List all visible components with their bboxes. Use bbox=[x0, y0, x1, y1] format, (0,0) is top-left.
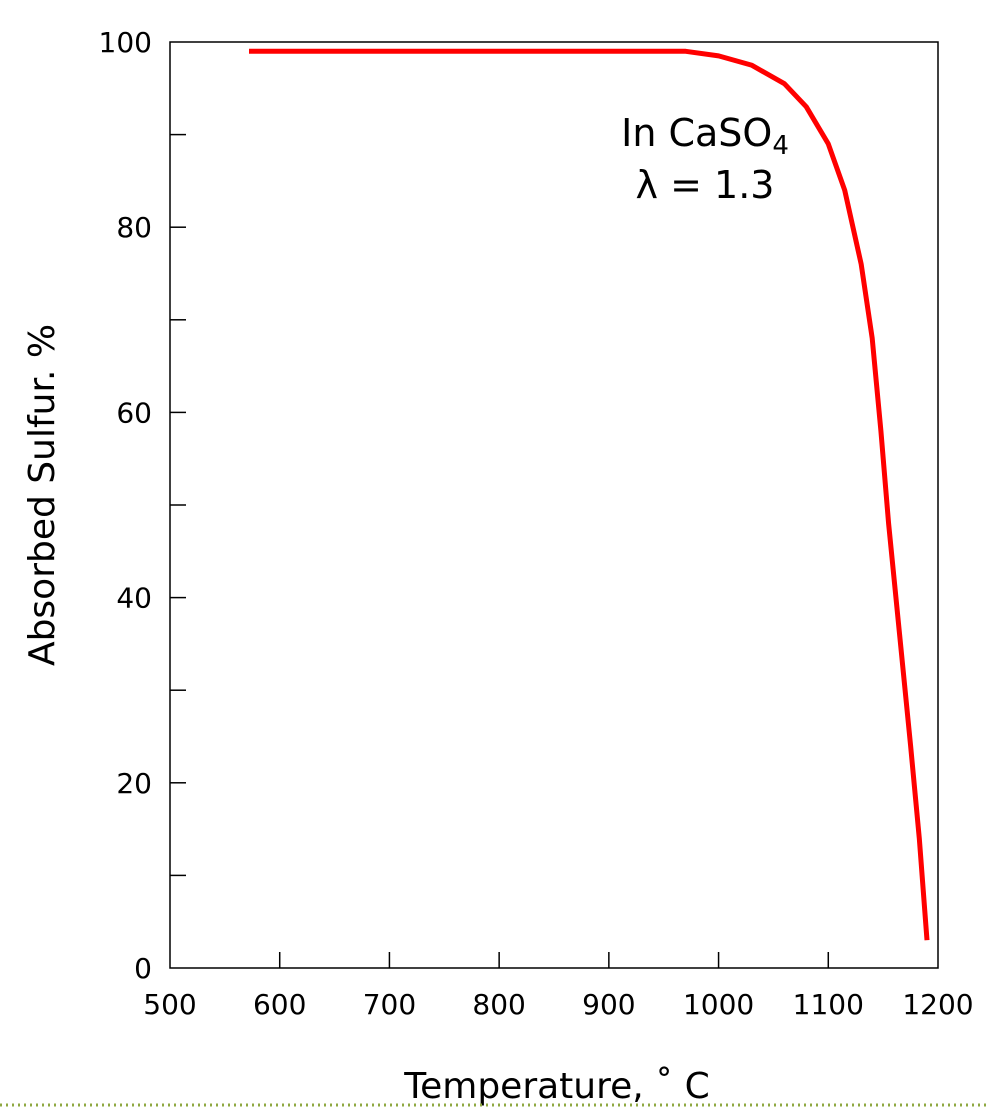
x-tick-label: 1000 bbox=[683, 988, 754, 1021]
x-axis-title: Temperature, ˚ C bbox=[403, 1066, 710, 1107]
annotation-line-1: In CaSO4 bbox=[621, 111, 789, 161]
y-tick-label: 40 bbox=[116, 582, 152, 615]
y-tick-label: 0 bbox=[134, 952, 152, 985]
series-line-0 bbox=[249, 48, 930, 941]
x-axis-tick-labels: 500 600 700 800 900 1000 1100 1200 bbox=[143, 988, 973, 1021]
x-tick-label: 1100 bbox=[793, 988, 864, 1021]
y-tick-label: 60 bbox=[116, 396, 152, 429]
x-tick-label: 500 bbox=[143, 988, 196, 1021]
y-tick-label: 80 bbox=[116, 211, 152, 244]
x-tick-label: 700 bbox=[363, 988, 416, 1021]
annotation-formula: In CaSO bbox=[621, 111, 772, 155]
y-tick-label: 100 bbox=[99, 26, 152, 59]
annotation-line-2: λ = 1.3 bbox=[636, 163, 775, 207]
y-axis-title: Absorbed Sulfur. % bbox=[22, 324, 63, 666]
y-axis-ticks bbox=[170, 133, 186, 877]
x-tick-label: 800 bbox=[472, 988, 525, 1021]
series-layer bbox=[249, 48, 930, 941]
plot-frame bbox=[169, 41, 939, 969]
y-axis-tick-labels: 0 20 40 60 80 100 bbox=[99, 26, 152, 985]
x-tick-label: 900 bbox=[582, 988, 635, 1021]
x-tick-label: 1200 bbox=[902, 988, 973, 1021]
y-tick-label: 20 bbox=[116, 767, 152, 800]
annotation-subscript: 4 bbox=[772, 131, 789, 161]
x-axis-ticks bbox=[278, 952, 830, 968]
x-tick-label: 600 bbox=[253, 988, 306, 1021]
